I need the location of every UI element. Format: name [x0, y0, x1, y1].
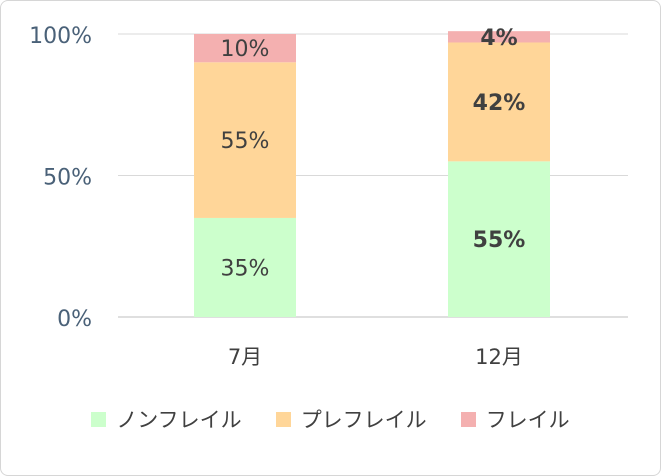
data-label: 55%: [221, 129, 270, 154]
data-label: 4%: [480, 26, 517, 51]
legend-swatch-nonfrail: [91, 411, 107, 427]
legend-item-prefrail: プレフレイル: [275, 404, 427, 434]
y-tick-label: 50%: [43, 166, 92, 191]
bar-segment: [194, 217, 296, 317]
bar-segment: [448, 42, 550, 162]
bar-segment: [448, 31, 550, 43]
legend-label-frail: フレイル: [485, 408, 570, 432]
data-label: 42%: [473, 91, 526, 116]
legend-swatch-frail: [460, 411, 476, 427]
bar-segment: [194, 62, 296, 218]
bar-segment: [448, 161, 550, 317]
legend-item-nonfrail: ノンフレイル: [91, 404, 242, 434]
bar-segment: [194, 34, 296, 63]
y-tick-label: 0%: [57, 307, 92, 332]
y-tick-label: 100%: [29, 24, 92, 49]
legend-label-nonfrail: ノンフレイル: [116, 408, 242, 432]
legend-item-frail: フレイル: [460, 404, 570, 434]
legend: ノンフレイル プレフレイル フレイル: [0, 404, 661, 434]
data-label: 10%: [221, 37, 270, 62]
data-label: 55%: [473, 228, 526, 253]
legend-label-prefrail: プレフレイル: [300, 408, 427, 432]
x-tick-label: 7月: [228, 345, 262, 369]
legend-swatch-prefrail: [275, 411, 291, 427]
stacked-bar-chart: 0% 50% 100% 35% 55% 10% 7月 55% 42% 4% 12月: [29, 24, 628, 369]
x-tick-label: 12月: [475, 345, 523, 369]
data-label: 35%: [221, 256, 270, 281]
